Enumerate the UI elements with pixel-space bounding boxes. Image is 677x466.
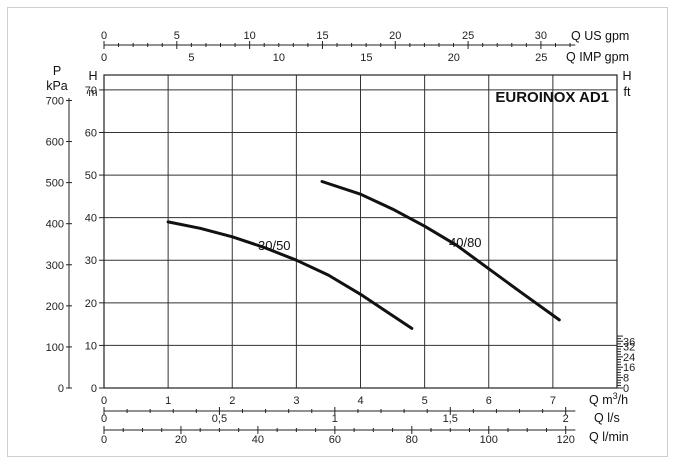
y-axis-ft-tick-label: 16 [623,362,635,374]
y-axis-m-tick-label: 20 [85,298,97,310]
y-axis-m-tick-label: 0 [91,383,97,395]
x-axis-m3h-tick-label: 5 [422,395,428,407]
y-axis-ft-tick-label: 24 [623,352,635,364]
x-axis-usgpm-tick-label: 0 [101,30,107,42]
y-axis-kpa-tick-label: 100 [46,342,64,354]
chart-frame [7,7,668,457]
x-axis-ls-unit: Q l/s [594,411,620,425]
x-axis-impgpm-tick-label: 15 [360,52,372,64]
x-axis-usgpm-tick-label: 10 [244,30,256,42]
y-axis-kpa-tick-label: 200 [46,301,64,313]
y-axis-ft-tick-label: 32 [623,341,635,353]
y-axis-m-unit-top: H [88,69,97,83]
y-axis-kpa-tick-label: 400 [46,219,64,231]
x-axis-m3h-tick-label: 0 [101,395,107,407]
y-axis-kpa-tick-label: 300 [46,260,64,272]
y-axis-ft-unit-bottom: ft [624,85,631,99]
y-axis-kpa-unit-bottom: kPa [46,79,68,93]
x-axis-impgpm-tick-label: 5 [188,52,194,64]
y-axis-ft-tick-label: 36 [623,336,635,348]
x-axis-m3h-tick-label: 3 [293,395,299,407]
x-axis-lmin-tick-label: 40 [252,434,264,446]
y-axis-m-tick-label: 10 [85,340,97,352]
x-axis-ls-tick-label: 2 [563,413,569,425]
y-axis-ft-tick-label: 0 [623,383,629,395]
x-axis-lmin-tick-label: 120 [557,434,575,446]
x-axis-ls-tick-label: 1 [332,413,338,425]
y-axis-kpa-tick-label: 500 [46,178,64,190]
x-axis-usgpm-unit: Q US gpm [571,29,629,43]
x-axis-lmin-tick-label: 100 [480,434,498,446]
x-axis-impgpm-unit: Q IMP gpm [566,50,629,64]
x-axis-usgpm-tick-label: 30 [535,30,547,42]
x-axis-ls-tick-label: 0,5 [212,413,227,425]
x-axis-usgpm-tick-label: 15 [316,30,328,42]
y-axis-m-tick-label: 70 [85,85,97,97]
x-axis-lmin-unit: Q l/min [589,430,629,444]
y-axis-m-tick-label: 60 [85,127,97,139]
y-axis-kpa-tick-label: 0 [58,383,64,395]
curve-40-80 [320,180,561,322]
x-axis-usgpm-tick-label: 25 [462,30,474,42]
y-axis-kpa-tick-label: 600 [46,137,64,149]
x-axis-lmin-tick-label: 80 [406,434,418,446]
x-axis-usgpm-tick-label: 5 [174,30,180,42]
x-axis-lmin-tick-label: 60 [329,434,341,446]
x-axis-m3h-unit: Q m3/h [589,391,628,407]
x-axis-lmin-tick-label: 20 [175,434,187,446]
x-axis-ls-tick-label: 0 [101,413,107,425]
x-axis-impgpm-tick-label: 20 [448,52,460,64]
curve-label-30-50: 30/50 [258,238,291,253]
y-axis-m-tick-label: 50 [85,170,97,182]
x-axis-usgpm-tick-label: 20 [389,30,401,42]
x-axis-impgpm-tick-label: 25 [535,52,547,64]
x-axis-ls-tick-label: 1,5 [443,413,458,425]
plot-border [103,74,618,389]
x-axis-lmin-tick-label: 0 [101,434,107,446]
y-axis-m-tick-label: 40 [85,213,97,225]
y-axis-m-unit-bottom: m [88,87,97,99]
x-axis-m3h-tick-label: 2 [229,395,235,407]
curve-30-50 [166,220,414,330]
x-axis-m3h-tick-label: 4 [357,395,363,407]
y-axis-kpa-tick-label: 700 [46,95,64,107]
x-axis-impgpm-tick-label: 10 [273,52,285,64]
x-axis-m3h-tick-label: 6 [486,395,492,407]
y-axis-ft-tick-label: 8 [623,373,629,385]
y-axis-ft-unit-top: H [622,69,631,83]
y-axis-m-tick-label: 30 [85,255,97,267]
x-axis-impgpm-tick-label: 0 [101,52,107,64]
x-axis-m3h-tick-label: 1 [165,395,171,407]
y-axis-kpa-unit-top: P [53,64,61,78]
curve-label-40-80: 40/80 [449,235,482,250]
chart-title: EUROINOX AD1 [495,89,609,106]
x-axis-m3h-tick-label: 7 [550,395,556,407]
